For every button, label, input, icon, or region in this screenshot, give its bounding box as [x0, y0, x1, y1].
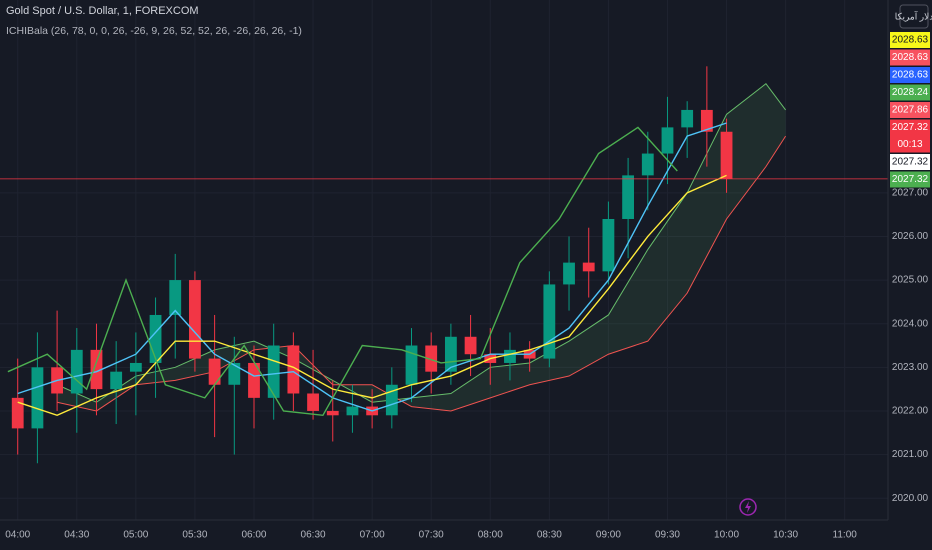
price-label: 2027.32 — [892, 174, 929, 185]
candle-body — [700, 109, 713, 132]
price-label-box — [890, 49, 930, 66]
price-label-box — [890, 84, 930, 101]
candle-body — [464, 336, 477, 355]
y-tick-label: 2021.00 — [892, 449, 929, 460]
price-label: 2027.32 — [892, 122, 929, 133]
span-b-line — [56, 135, 787, 412]
price-label-box — [890, 119, 930, 153]
indicator-title: ICHIBala (26, 78, 0, 0, 26, -26, 9, 26, … — [6, 25, 302, 37]
candle-body — [110, 371, 123, 390]
x-tick-label: 11:00 — [833, 530, 858, 541]
candle-body — [582, 262, 595, 272]
candle-body — [11, 397, 24, 429]
x-tick-label: 09:30 — [655, 530, 680, 541]
grid — [0, 0, 888, 520]
candle-body — [661, 127, 674, 154]
currency-button[interactable] — [899, 4, 929, 29]
candle-body — [70, 349, 83, 394]
y-tick-label: 2020.00 — [892, 493, 929, 504]
axes: 2020.00 2021.00 2022.00 2023.00 2024.00 2025.… — [5, 32, 930, 541]
candle-body — [444, 336, 457, 372]
x-tick-label: 09:00 — [596, 530, 621, 541]
price-label-box — [890, 102, 930, 118]
candle-body — [346, 406, 359, 416]
candle-body — [405, 345, 418, 385]
x-tick-label: 06:00 — [241, 530, 266, 541]
x-tick-label: 07:30 — [419, 530, 444, 541]
candle-body — [31, 367, 44, 429]
candle-body — [681, 109, 694, 128]
event-icon-bolt — [745, 501, 751, 513]
candle-body — [641, 153, 654, 176]
x-tick-label: 08:00 — [478, 530, 503, 541]
price-label-box — [890, 32, 930, 48]
price-label: 2027.32 — [892, 157, 929, 168]
price-label-box — [890, 171, 930, 188]
indicator-line — [17, 174, 727, 417]
candle-body — [248, 362, 260, 398]
plot — [0, 66, 888, 464]
x-tick-label: 05:30 — [182, 530, 207, 541]
x-tick-label: 04:00 — [5, 530, 30, 541]
x-tick-label: 05:00 — [123, 530, 148, 541]
y-tick-label: 2024.00 — [892, 318, 929, 329]
price-label: 2028.63 — [892, 35, 929, 46]
x-tick-label: 07:00 — [360, 530, 385, 541]
indicator-line — [17, 122, 727, 412]
x-tick-label: 10:30 — [773, 530, 798, 541]
x-tick-label: 08:30 — [537, 530, 562, 541]
candle-body — [267, 345, 280, 398]
x-tick-label: 04:30 — [64, 530, 89, 541]
candle-body — [208, 358, 221, 385]
candle-body — [602, 218, 615, 272]
currency-button-label[interactable]: دلار آمریکا — [895, 10, 932, 22]
price-label-box — [890, 67, 930, 83]
candle-body — [129, 362, 142, 372]
candle-body — [149, 314, 162, 363]
indicator-line — [7, 126, 678, 417]
candle-body — [228, 362, 241, 385]
price-label: 2028.63 — [892, 70, 929, 81]
x-tick-label: 06:30 — [301, 530, 326, 541]
span-a-line — [56, 83, 787, 403]
y-tick-label: 2022.00 — [892, 406, 929, 417]
cloud-fill — [57, 83, 786, 411]
price-label: 2028.63 — [892, 52, 929, 63]
candle-body — [425, 345, 438, 372]
price-label: 2027.86 — [892, 105, 929, 116]
countdown: 00:13 — [897, 139, 922, 150]
y-tick-label: 2027.00 — [892, 187, 929, 198]
symbol-title: Gold Spot / U.S. Dollar, 1, FOREXCOM — [6, 5, 199, 17]
candle-body — [169, 280, 182, 315]
y-tick-label: 2023.00 — [892, 362, 929, 373]
candle-body — [385, 384, 398, 416]
candle-body — [326, 410, 339, 416]
event-icon[interactable] — [739, 498, 757, 516]
candle-body — [543, 284, 556, 359]
x-tick-label: 10:00 — [714, 530, 739, 541]
candle-body — [563, 262, 575, 285]
price-label-box — [890, 154, 930, 170]
candle-body — [189, 280, 201, 359]
candle-body — [622, 175, 635, 219]
price-label: 2028.24 — [892, 87, 929, 98]
candle-body — [90, 349, 103, 390]
candle-body — [720, 131, 733, 179]
y-tick-label: 2025.00 — [892, 275, 929, 286]
y-tick-label: 2026.00 — [892, 231, 929, 242]
candle-body — [287, 345, 300, 394]
candle-body — [307, 393, 319, 411]
candle-body — [504, 349, 516, 363]
